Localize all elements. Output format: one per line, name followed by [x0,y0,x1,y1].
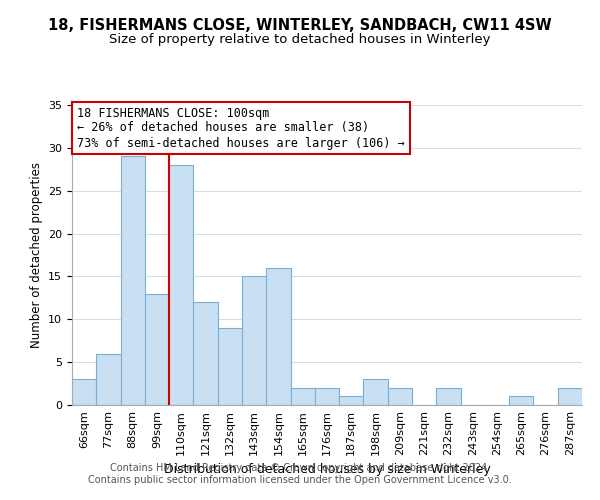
Text: 18, FISHERMANS CLOSE, WINTERLEY, SANDBACH, CW11 4SW: 18, FISHERMANS CLOSE, WINTERLEY, SANDBAC… [48,18,552,32]
Bar [339,396,364,405]
Bar [145,294,169,405]
Bar [364,380,388,405]
Bar [315,388,339,405]
Bar [72,380,96,405]
Bar [242,276,266,405]
Bar [558,388,582,405]
Text: Size of property relative to detached houses in Winterley: Size of property relative to detached ho… [109,32,491,46]
Y-axis label: Number of detached properties: Number of detached properties [29,162,43,348]
Bar [218,328,242,405]
Bar [388,388,412,405]
Text: 18 FISHERMANS CLOSE: 100sqm
← 26% of detached houses are smaller (38)
73% of sem: 18 FISHERMANS CLOSE: 100sqm ← 26% of det… [77,106,405,150]
Bar [121,156,145,405]
Bar [290,388,315,405]
Bar [193,302,218,405]
Bar [266,268,290,405]
Bar [509,396,533,405]
X-axis label: Distribution of detached houses by size in Winterley: Distribution of detached houses by size … [164,464,490,476]
Bar [169,165,193,405]
Text: Contains HM Land Registry data © Crown copyright and database right 2024.
Contai: Contains HM Land Registry data © Crown c… [88,464,512,485]
Bar [436,388,461,405]
Bar [96,354,121,405]
